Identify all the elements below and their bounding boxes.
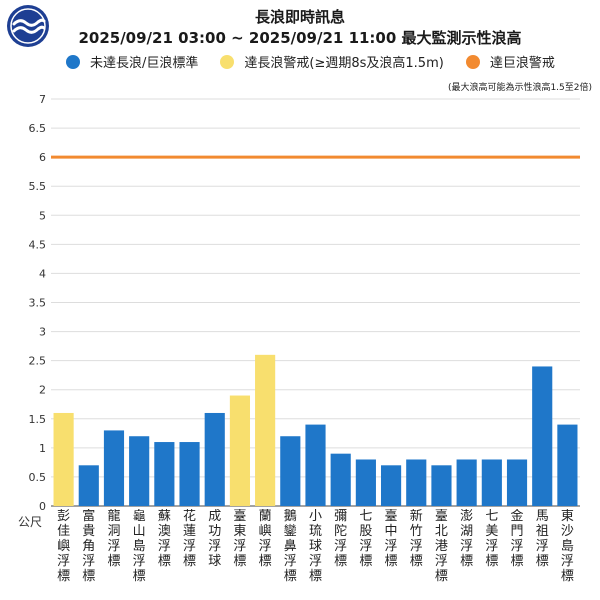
bar: [355, 459, 376, 506]
chart-title: 長浪即時訊息: [254, 8, 345, 26]
y-tick-label: 3: [39, 326, 46, 339]
x-tick-label: 彌陀浮標: [334, 509, 348, 569]
bar: [255, 354, 276, 506]
legend-item-normal: 未達長浪/巨浪標準: [66, 52, 198, 71]
x-tick-label: 彭佳嶼浮標: [57, 509, 71, 584]
bar: [78, 465, 99, 506]
x-tick-label: 臺東浮標: [233, 509, 247, 569]
x-tick-label-text: 澎湖浮標: [460, 509, 474, 569]
y-tick-label: 4: [39, 267, 46, 280]
x-tick-label: 七股浮標: [359, 509, 373, 569]
x-tick-label: 鵝鑾鼻浮標: [283, 509, 297, 584]
legend: 未達長浪/巨浪標準 達長浪警戒(≥週期8s及浪高1.5m) 達巨浪警戒: [66, 52, 577, 71]
x-tick-label-text: 蘇澳浮標: [157, 509, 171, 569]
bar: [179, 442, 200, 506]
bar: [406, 459, 427, 506]
x-tick-label-text: 新竹浮標: [409, 509, 423, 569]
bar: [53, 412, 74, 506]
x-tick-label: 臺北港浮標: [434, 509, 448, 584]
x-tick-label-text: 臺中浮標: [384, 509, 398, 569]
bar: [431, 465, 452, 506]
legend-item-long-wave: 達長浪警戒(≥週期8s及浪高1.5m): [220, 52, 444, 71]
x-tick-label: 龍洞浮標: [107, 509, 121, 569]
x-tick-label-text: 東沙島浮標: [560, 509, 574, 584]
x-tick-label-text: 蘭嶼浮標: [258, 509, 272, 569]
x-tick-label: 東沙島浮標: [560, 509, 574, 584]
x-tick-label-text: 彌陀浮標: [334, 509, 348, 569]
bar: [154, 442, 175, 506]
x-tick-label-text: 七股浮標: [359, 509, 373, 569]
x-tick-label-text: 臺北港浮標: [434, 509, 448, 584]
bar: [506, 459, 528, 506]
x-tick-label: 臺中浮標: [384, 509, 398, 569]
x-tick-label-text: 馬祖浮標: [535, 509, 549, 569]
chart-subtitle: 2025/09/21 03:00 ~ 2025/09/21 11:00 最大監測…: [78, 29, 522, 47]
y-tick-label: 6.5: [29, 122, 47, 135]
x-tick-label-text: 臺東浮標: [233, 509, 247, 569]
legend-dot-blue: [66, 54, 80, 69]
x-tick-label-text: 富貴角浮標: [82, 509, 96, 584]
y-tick-label: 6: [39, 151, 46, 164]
bar: [204, 412, 225, 506]
x-tick-label: 成功浮球: [208, 509, 222, 569]
y-tick-label: 5: [39, 209, 46, 222]
x-tick-label: 金門浮標: [510, 509, 524, 569]
x-tick-label-text: 龜山島浮標: [132, 509, 146, 584]
bar: [305, 424, 326, 506]
x-tick-label: 澎湖浮標: [460, 509, 474, 569]
x-tick-label-text: 成功浮球: [208, 509, 222, 569]
x-tick-label: 富貴角浮標: [82, 509, 96, 584]
cwa-logo: [6, 4, 50, 48]
y-tick-label: 2.5: [29, 355, 47, 368]
x-tick-label: 新竹浮標: [409, 509, 423, 569]
legend-label-huge-wave: 達巨浪警戒: [489, 56, 555, 71]
x-tick-label: 龜山島浮標: [132, 509, 146, 584]
bar: [380, 465, 402, 506]
x-tick-label: 蘇澳浮標: [157, 509, 171, 569]
y-tick-label: 1.5: [29, 413, 47, 426]
legend-dot-yellow: [220, 54, 235, 69]
x-tick-label-text: 彭佳嶼浮標: [57, 509, 71, 584]
bar: [229, 395, 251, 506]
bar: [103, 430, 125, 506]
x-tick-label-text: 金門浮標: [510, 509, 524, 569]
x-tick-label-text: 小琉球浮標: [308, 509, 322, 584]
x-tick-label: 七美浮標: [485, 509, 499, 569]
x-tick-label-text: 七美浮標: [485, 509, 499, 569]
legend-dot-orange: [465, 54, 480, 69]
x-tick-label-text: 花蓮浮標: [183, 509, 197, 569]
y-tick-label: 2: [39, 384, 46, 397]
x-tick-label: 蘭嶼浮標: [258, 509, 272, 569]
bar: [481, 459, 502, 506]
bar: [456, 459, 477, 506]
y-tick-label: 4.5: [29, 238, 47, 251]
x-tick-label-text: 鵝鑾鼻浮標: [283, 509, 297, 584]
legend-label-normal: 未達長浪/巨浪標準: [90, 56, 199, 71]
x-tick-label: 馬祖浮標: [535, 509, 549, 569]
bar: [532, 366, 553, 506]
x-tick-label: 小琉球浮標: [308, 509, 322, 584]
chart-note: (最大浪高可能為示性浪高1.5至2倍): [447, 83, 592, 93]
y-tick-label: 0: [39, 500, 46, 513]
y-axis-unit-label: 公尺: [18, 515, 42, 529]
x-tick-label-text: 龍洞浮標: [107, 509, 121, 569]
bar: [280, 436, 301, 506]
y-tick-label: 1: [39, 442, 46, 455]
y-tick-label: 5.5: [29, 180, 47, 193]
y-tick-label: 7: [39, 93, 46, 106]
legend-item-huge-wave: 達巨浪警戒: [465, 52, 555, 71]
y-tick-label: 0.5: [29, 471, 47, 484]
y-tick-label: 3.5: [29, 297, 47, 310]
legend-label-long-wave: 達長浪警戒(≥週期8s及浪高1.5m): [244, 56, 444, 71]
x-tick-label: 花蓮浮標: [183, 509, 197, 569]
bar: [129, 436, 150, 506]
bar: [557, 424, 578, 506]
bar: [330, 453, 351, 506]
